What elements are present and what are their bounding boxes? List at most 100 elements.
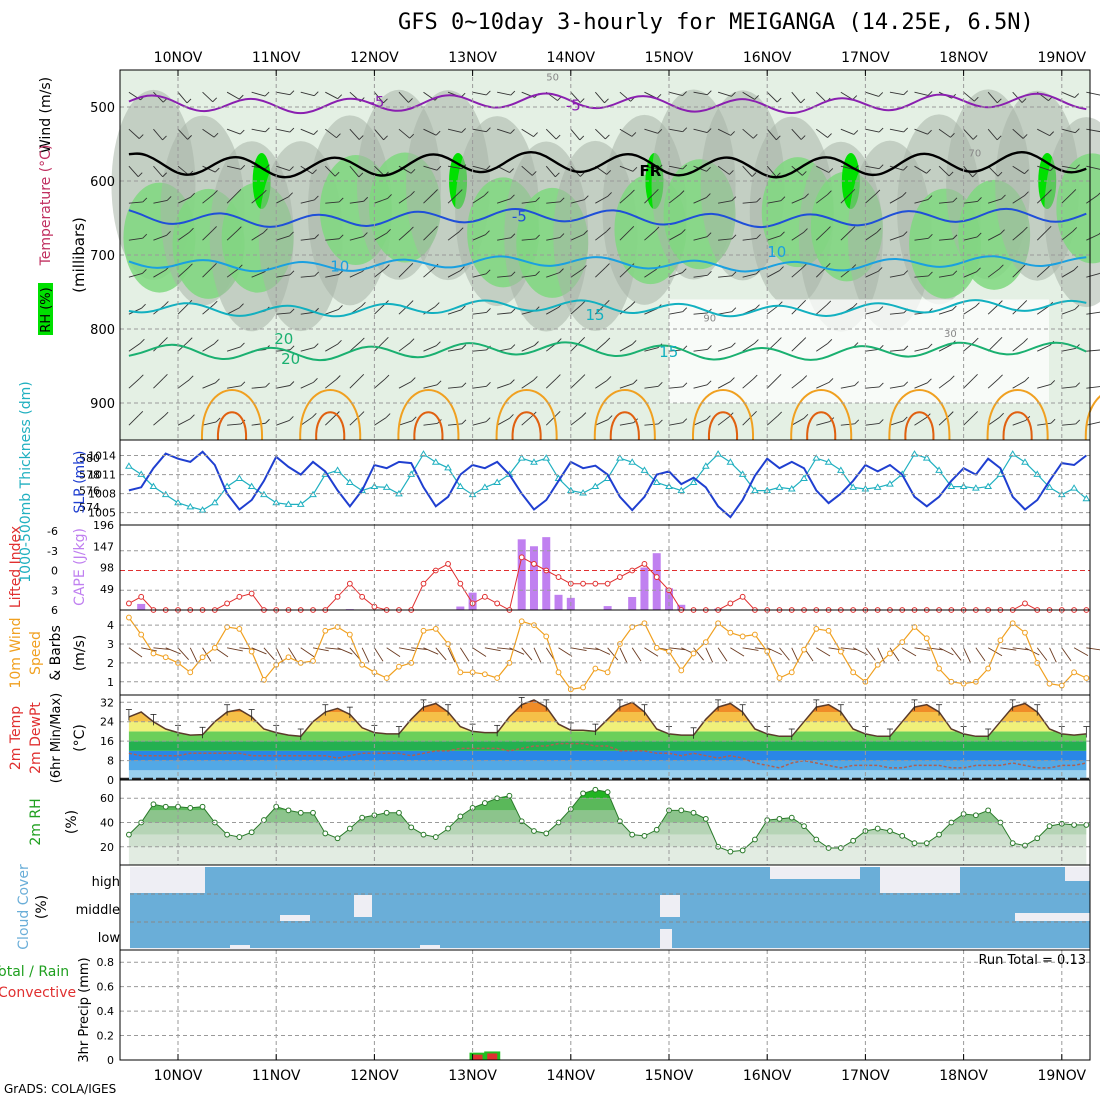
wind-barb — [472, 128, 487, 133]
wind-barb — [706, 232, 712, 238]
rh-marker — [604, 789, 611, 796]
wind-barb — [826, 300, 832, 306]
wind-barb — [226, 128, 241, 135]
wind-barb — [521, 274, 536, 278]
wind-barb — [510, 194, 515, 200]
pressure-tick-label: 900 — [90, 397, 115, 412]
wind-barb — [448, 423, 463, 426]
thickness-marker — [493, 478, 502, 485]
wind-barb — [742, 237, 757, 241]
wind-barb — [556, 374, 561, 379]
wind-barb — [240, 342, 245, 348]
wind-barb — [619, 305, 632, 315]
wind-speed-marker — [346, 631, 353, 638]
wind-barb — [325, 343, 338, 352]
wind-barb — [706, 128, 712, 133]
wind-barb — [423, 230, 434, 241]
wind-barb — [408, 262, 414, 268]
rh-marker — [972, 812, 979, 819]
wind-barb — [314, 234, 319, 239]
wind-barb — [914, 91, 929, 96]
wind-speed-marker — [653, 644, 660, 651]
wind-barb — [486, 90, 491, 96]
wind-barb — [1072, 227, 1078, 232]
wind-barb-10m — [1061, 647, 1072, 662]
wind-barb-10m — [950, 647, 962, 661]
wind-barb — [509, 414, 514, 419]
wind-speed-marker — [1022, 629, 1028, 636]
wind-barb — [632, 166, 638, 172]
wind-barb — [840, 128, 855, 135]
wind-barb — [718, 200, 732, 204]
temperature-contour-20 — [128, 341, 1087, 362]
wind-barb — [644, 230, 656, 241]
wind-barb — [973, 411, 978, 416]
wind-barb — [668, 272, 683, 278]
wind-barb-10m — [533, 647, 542, 663]
wind-barb — [948, 411, 954, 416]
wind-barb — [325, 128, 337, 139]
wind-barb — [555, 134, 561, 140]
wind-barb — [383, 98, 388, 104]
wind-barb — [153, 91, 164, 103]
wind-barb — [546, 307, 559, 315]
bottom-date-label: 11NOV — [252, 1068, 301, 1084]
wind-speed-marker — [899, 639, 906, 646]
rh-marker — [801, 823, 807, 830]
wind-barb — [166, 196, 172, 201]
wind-barb — [1074, 93, 1080, 98]
wind-barb — [202, 382, 216, 389]
wind-barb-10m — [386, 647, 401, 657]
temperature-contour-25 — [986, 389, 1049, 441]
wind-barb — [162, 172, 167, 178]
wind-barb — [756, 197, 761, 203]
temperature-contour-30 — [315, 411, 346, 441]
wind-barb — [461, 128, 466, 133]
wind-barb — [460, 266, 465, 271]
wind-barb — [227, 423, 242, 426]
rh-marker — [125, 831, 132, 838]
wind-barb — [349, 377, 361, 389]
bottom-date-label: 14NOV — [546, 1068, 595, 1084]
rh-marker — [641, 832, 648, 839]
wind-speed-marker — [224, 624, 231, 630]
wind-barb — [1061, 308, 1076, 315]
wind-barb — [976, 267, 981, 273]
wind-barb — [484, 191, 489, 196]
wind-barb-10m — [435, 647, 447, 661]
wind-barb-10m — [901, 647, 917, 657]
wind-barb — [313, 378, 318, 383]
wind-barb — [682, 345, 688, 351]
temp-tick-label: 0 — [107, 774, 114, 787]
wind-barb — [779, 266, 784, 271]
temp-tick-label: 32 — [100, 696, 114, 709]
wind-barb — [1075, 382, 1081, 388]
wind-barb — [1071, 189, 1077, 194]
thickness-marker — [873, 483, 882, 490]
wind-barb — [658, 419, 663, 425]
wind-barb — [559, 233, 565, 238]
wind-barb — [707, 345, 712, 350]
temperature-contour-25 — [397, 389, 460, 441]
top-date-label: 12NOV — [350, 50, 399, 66]
wind-barb — [447, 231, 460, 241]
wind-barb-10m — [975, 647, 986, 662]
thickness-marker — [444, 463, 452, 471]
wind-barb — [1012, 380, 1026, 389]
rh-marker — [592, 786, 599, 793]
wind-barb — [202, 165, 216, 173]
wind-barb — [458, 227, 464, 233]
temp-axis-label-1: 2m Temp — [8, 706, 24, 770]
thickness-marker — [984, 482, 993, 490]
wind-barb — [938, 165, 950, 177]
rh-legend-swatch — [38, 283, 53, 335]
wind-barb — [1061, 231, 1074, 241]
wind-barb — [717, 381, 731, 389]
bottom-date-label: 18NOV — [939, 1068, 988, 1084]
wind-barb — [374, 304, 385, 315]
wind-speed-marker — [481, 671, 488, 678]
wind-barb — [1061, 347, 1076, 352]
wind-barb — [840, 230, 852, 241]
wind-speed-marker — [261, 676, 267, 683]
wind-barb — [325, 201, 340, 204]
